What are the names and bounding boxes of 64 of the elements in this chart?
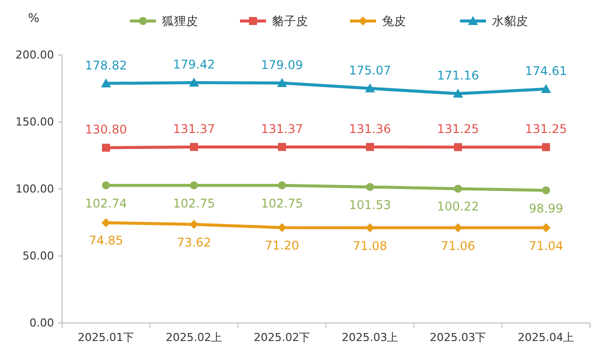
point xyxy=(277,78,287,88)
x-tick-label: 2025.03上 xyxy=(342,331,398,344)
data-label: 73.62 xyxy=(176,235,212,250)
point xyxy=(542,143,550,152)
legend-label: 兔皮 xyxy=(382,14,406,28)
data-label: 171.16 xyxy=(437,68,479,83)
point xyxy=(190,181,198,190)
legend-label: 狐狸皮 xyxy=(162,14,198,28)
data-label: 71.06 xyxy=(440,238,476,253)
data-label: 100.22 xyxy=(437,200,479,214)
point xyxy=(365,83,375,92)
point xyxy=(453,88,463,98)
point xyxy=(366,182,374,191)
point xyxy=(454,184,462,193)
point xyxy=(102,218,110,228)
point xyxy=(102,144,110,152)
y-tick-label: 0.00 xyxy=(30,316,54,330)
data-label: 102.75 xyxy=(173,196,215,210)
data-label: 130.80 xyxy=(85,122,127,137)
point xyxy=(278,223,286,232)
point xyxy=(541,84,551,94)
data-label: 131.25 xyxy=(525,122,567,136)
data-label: 179.09 xyxy=(261,58,303,72)
data-label: 71.04 xyxy=(528,238,564,253)
data-label: 102.75 xyxy=(261,196,303,210)
data-label: 131.25 xyxy=(437,122,479,136)
y-tick-label: 50.00 xyxy=(22,250,54,262)
data-label: 101.53 xyxy=(349,198,391,212)
point xyxy=(278,181,286,190)
x-tick-label: 2025.02上 xyxy=(166,331,222,344)
point xyxy=(190,220,198,229)
x-tick-label: 2025.03下 xyxy=(430,331,486,344)
data-label: 131.36 xyxy=(349,122,391,136)
data-label: 71.20 xyxy=(264,238,300,253)
data-label: 178.82 xyxy=(85,58,127,72)
x-tick-label: 2025.01下 xyxy=(78,331,134,344)
point xyxy=(454,143,462,152)
data-label: 179.42 xyxy=(173,58,215,72)
y-tick-label: 200.00 xyxy=(16,48,54,62)
data-label: 131.37 xyxy=(261,122,303,136)
point xyxy=(102,181,110,190)
point xyxy=(542,186,550,194)
data-label: 174.61 xyxy=(525,64,567,78)
y-tick-label: 100.00 xyxy=(16,182,54,196)
y-tick-label: 150.00 xyxy=(16,116,54,128)
point xyxy=(189,78,199,87)
x-tick-label: 2025.02下 xyxy=(254,331,310,344)
legend-label: 水貂皮 xyxy=(492,14,528,28)
point xyxy=(366,142,374,151)
point xyxy=(278,142,286,151)
data-label: 74.85 xyxy=(88,234,124,248)
data-label: 102.74 xyxy=(85,196,127,210)
point xyxy=(101,78,111,88)
point xyxy=(454,223,462,232)
point xyxy=(542,223,550,232)
legend-label: 貉子皮 xyxy=(272,14,308,28)
y-axis-title: % xyxy=(28,11,40,25)
data-label: 71.08 xyxy=(352,238,388,253)
data-label: 175.07 xyxy=(349,63,391,78)
data-label: 98.99 xyxy=(528,201,564,216)
x-tick-label: 2025.04上 xyxy=(518,331,574,344)
point xyxy=(366,223,374,232)
data-label: 131.37 xyxy=(173,122,215,136)
point xyxy=(190,142,198,151)
